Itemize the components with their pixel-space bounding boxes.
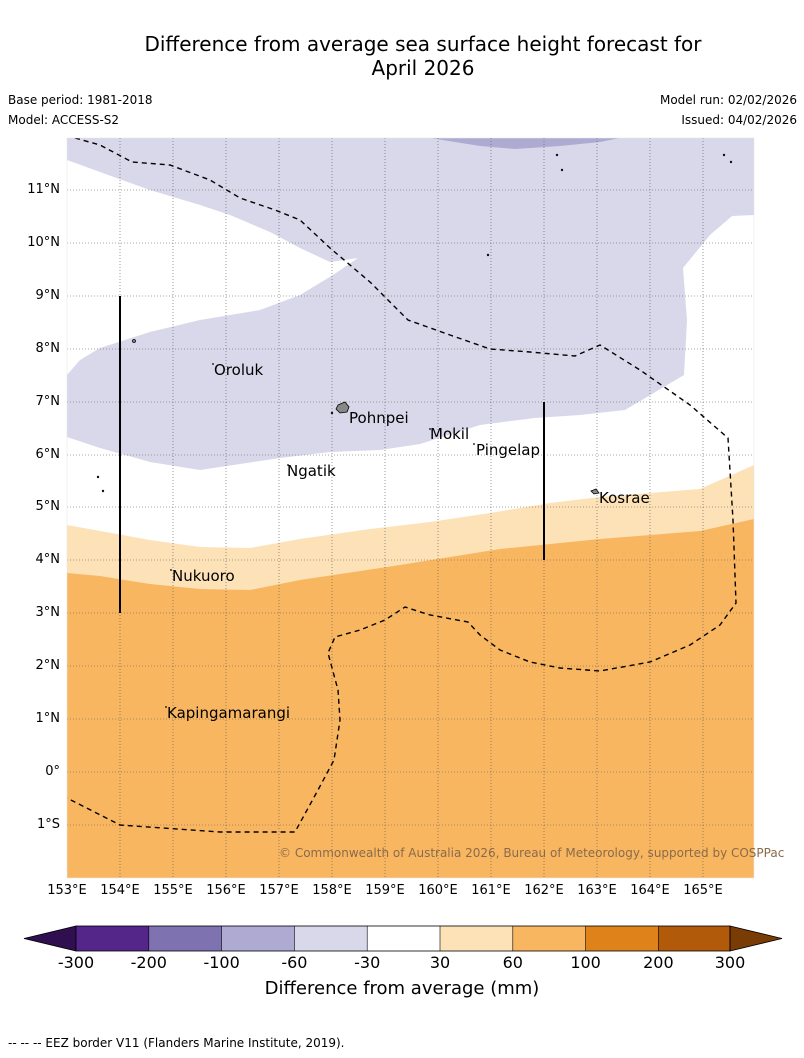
colorbar-tick-label: 200	[643, 953, 674, 972]
anomaly-region-minus30-minus60	[67, 138, 754, 470]
lat-label-6n: 6°N	[35, 447, 61, 462]
colorbar-swatch-below-300	[23, 925, 77, 952]
lon-label-159e: 159°E	[365, 883, 405, 898]
eez-footnote: -- -- -- EEZ border V11 (Flanders Marine…	[8, 1036, 345, 1050]
lat-label-2n: 2°N	[35, 658, 61, 673]
model-name: Model: ACCESS-S2	[8, 113, 120, 127]
colorbar-swatch-minus100-minus60	[221, 926, 295, 951]
place-label-oroluk: Oroluk	[214, 361, 264, 379]
small-atoll	[722, 153, 726, 157]
lon-label-156e: 156°E	[206, 883, 246, 898]
small-atoll	[560, 168, 564, 172]
lat-label-5n: 5°N	[35, 499, 61, 514]
colorbar-swatch-30-60	[440, 926, 513, 951]
lat-label-11n: 11°N	[27, 182, 60, 197]
colorbar-swatch-minus200-minus100	[148, 926, 222, 951]
small-atoll	[486, 253, 490, 257]
place-label-mokil: Mokil	[430, 425, 470, 443]
colorbar-tick-label: -30	[354, 953, 381, 972]
lon-label-160e: 160°E	[418, 883, 458, 898]
colorbar-tick-label: 300	[714, 953, 746, 972]
base-period: Base period: 1981-2018	[8, 93, 153, 107]
small-atoll	[729, 160, 733, 164]
issued-date: Issued: 04/02/2026	[681, 113, 797, 127]
kosrae-island	[590, 488, 600, 495]
small-atoll	[101, 489, 105, 493]
lon-label-153e: 153°E	[47, 883, 87, 898]
place-label-kosrae: Kosrae	[599, 489, 650, 507]
place-label-ngatik: Ngatik	[287, 462, 336, 480]
place-label-kapingamarangi: Kapingamarangi	[167, 704, 291, 722]
lon-label-163e: 163°E	[577, 883, 617, 898]
colorbar-swatch-200-300	[658, 926, 730, 951]
lon-label-155e: 155°E	[153, 883, 193, 898]
colorbar-tick-label: 100	[570, 953, 601, 972]
small-atoll	[132, 339, 136, 343]
colorbar-swatch-100-200	[585, 926, 659, 951]
lon-label-165e: 165°E	[683, 883, 723, 898]
lon-label-161e: 161°E	[471, 883, 511, 898]
anomaly-region-minus60-minus100	[430, 138, 620, 149]
islands	[96, 153, 733, 495]
colorbar-tick-label: -100	[203, 953, 240, 972]
lat-label-10n: 10°N	[27, 235, 60, 250]
title-line-2: April 2026	[371, 56, 475, 80]
title-line-1: Difference from average sea surface heig…	[144, 32, 702, 56]
place-label-pohnpei: Pohnpei	[349, 409, 409, 427]
colorbar	[23, 925, 783, 952]
lon-label-158e: 158°E	[312, 883, 352, 898]
place-label-pingelap: Pingelap	[476, 441, 541, 459]
small-atoll	[96, 475, 100, 479]
colorbar-tick-label: 30	[429, 953, 451, 972]
colorbar-tick-label: -60	[281, 953, 308, 972]
copyright-notice: © Commonwealth of Australia 2026, Bureau…	[279, 846, 785, 860]
place-label-nukuoro: Nukuoro	[172, 567, 235, 585]
lat-label-3n: 3°N	[35, 605, 61, 620]
lon-label-162e: 162°E	[524, 883, 564, 898]
colorbar-swatch-minus30-30	[367, 926, 440, 951]
lat-label-7n: 7°N	[35, 394, 61, 409]
lon-label-157e: 157°E	[259, 883, 299, 898]
lat-label-0: 0°	[45, 764, 60, 779]
colorbar-tick-label: -300	[57, 953, 95, 972]
model-run: Model run: 02/02/2026	[659, 93, 797, 107]
lat-label-4n: 4°N	[35, 552, 61, 567]
colorbar-swatch-above-300	[729, 925, 783, 952]
eez-border-north	[67, 138, 737, 833]
colorbar-tick-label: -200	[130, 953, 167, 972]
lon-label-164e: 164°E	[630, 883, 670, 898]
lat-label-9n: 9°N	[35, 288, 61, 303]
small-atoll	[330, 411, 334, 415]
place-markers	[165, 363, 475, 708]
map-frame	[66, 137, 755, 879]
colorbar-outline	[75, 925, 731, 952]
lon-label-154e: 154°E	[100, 883, 140, 898]
lat-label-1n: 1°N	[35, 711, 61, 726]
lat-label-1s: 1°S	[36, 817, 60, 832]
colorbar-tick-label: 60	[502, 953, 523, 972]
colorbar-swatch-60-100	[512, 926, 586, 951]
colorbar-swatch-minus300-minus200	[76, 926, 149, 951]
colorbar-swatch-minus60-minus30	[294, 926, 368, 951]
pohnpei-island	[335, 401, 350, 414]
colorbar-label: Difference from average (mm)	[264, 978, 540, 999]
lat-label-8n: 8°N	[35, 341, 61, 356]
chart-title: Difference from average sea surface heig…	[0, 32, 804, 80]
small-atoll	[555, 153, 559, 157]
